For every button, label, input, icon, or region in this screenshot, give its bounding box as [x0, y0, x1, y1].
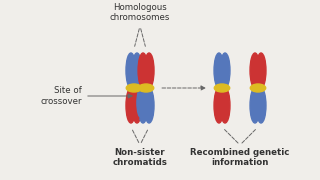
Ellipse shape [220, 53, 230, 88]
Text: Site of
crossover: Site of crossover [41, 86, 82, 106]
Ellipse shape [214, 53, 224, 88]
Ellipse shape [126, 84, 142, 92]
Ellipse shape [144, 88, 154, 123]
Ellipse shape [138, 53, 148, 88]
Ellipse shape [132, 88, 142, 123]
Text: Homologous
chromosomes: Homologous chromosomes [110, 3, 170, 22]
Ellipse shape [220, 88, 230, 123]
Ellipse shape [250, 53, 260, 88]
Text: Recombined genetic
information: Recombined genetic information [190, 148, 290, 167]
Ellipse shape [138, 84, 154, 92]
Ellipse shape [144, 53, 154, 88]
Ellipse shape [256, 53, 266, 88]
Ellipse shape [214, 84, 230, 92]
Ellipse shape [137, 88, 145, 118]
Ellipse shape [250, 84, 266, 92]
Ellipse shape [132, 53, 142, 88]
Ellipse shape [250, 88, 260, 123]
Ellipse shape [135, 88, 143, 118]
Ellipse shape [126, 88, 136, 123]
Ellipse shape [138, 88, 148, 123]
Ellipse shape [256, 88, 266, 123]
Text: Non-sister
chromatids: Non-sister chromatids [113, 148, 167, 167]
Ellipse shape [214, 88, 224, 123]
Ellipse shape [126, 53, 136, 88]
